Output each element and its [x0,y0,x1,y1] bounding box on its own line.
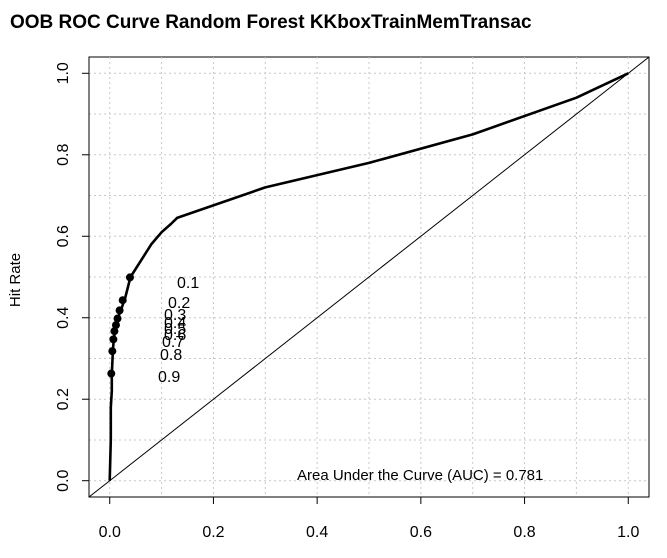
cutoff-label: 0.4 [164,315,186,332]
chart-title: OOB ROC Curve Random Forest KKboxTrainMe… [10,12,532,33]
axes: 0.0 0.2 0.4 0.6 0.8 1.00.00.20.40.60.81.0 [55,62,639,541]
cutoff-point [108,347,117,356]
y-tick-label: 1.0 [55,62,72,84]
y-axis-label: Hit Rate [7,253,24,307]
y-tick-label: 0.0 [55,469,72,491]
cutoff-point [109,335,118,344]
cutoff-label: 0.8 [160,347,182,364]
grid [89,57,649,497]
roc-curve-line [108,72,629,481]
cutoff-label: 0.7 [162,334,184,351]
cutoff-layer: 0.1 0.20.30.40.50.60.70.8 0.9 [107,273,199,386]
cutoff-point [115,306,124,315]
reference-diagonal-line [88,56,650,498]
y-tick-label: 0.8 [55,144,72,166]
y-tick-label: 0.6 [55,225,72,247]
cutoff-point [113,314,122,323]
y-tick-label: 0.4 [55,307,72,329]
cutoff-point [107,369,116,378]
cutoff-label: 0.5 [164,321,186,338]
y-tick-label: 0.2 [55,388,72,410]
cutoff-point [111,321,120,330]
auc-annotation: Area Under the Curve (AUC) = 0.781 [297,467,543,484]
cutoff-point [118,296,127,305]
x-tick-label: 0.2 [202,524,224,541]
cutoff-label: 0.1 [177,275,199,292]
cutoff-label: 0.9 [158,369,180,386]
x-tick-label: 0.4 [306,524,328,541]
x-tick-label: 0.6 [410,524,432,541]
cutoff-label: 0.3 [164,307,186,324]
x-tick-label: 1.0 [617,524,639,541]
cutoff-point [125,273,134,282]
cutoff-label: 0.2 [168,295,190,312]
series-layer [88,56,650,498]
cutoff-label: 0.6 [164,327,186,344]
x-tick-label: 0.0 [99,524,121,541]
cutoff-point [110,327,119,336]
x-tick-label: 0.8 [513,524,535,541]
